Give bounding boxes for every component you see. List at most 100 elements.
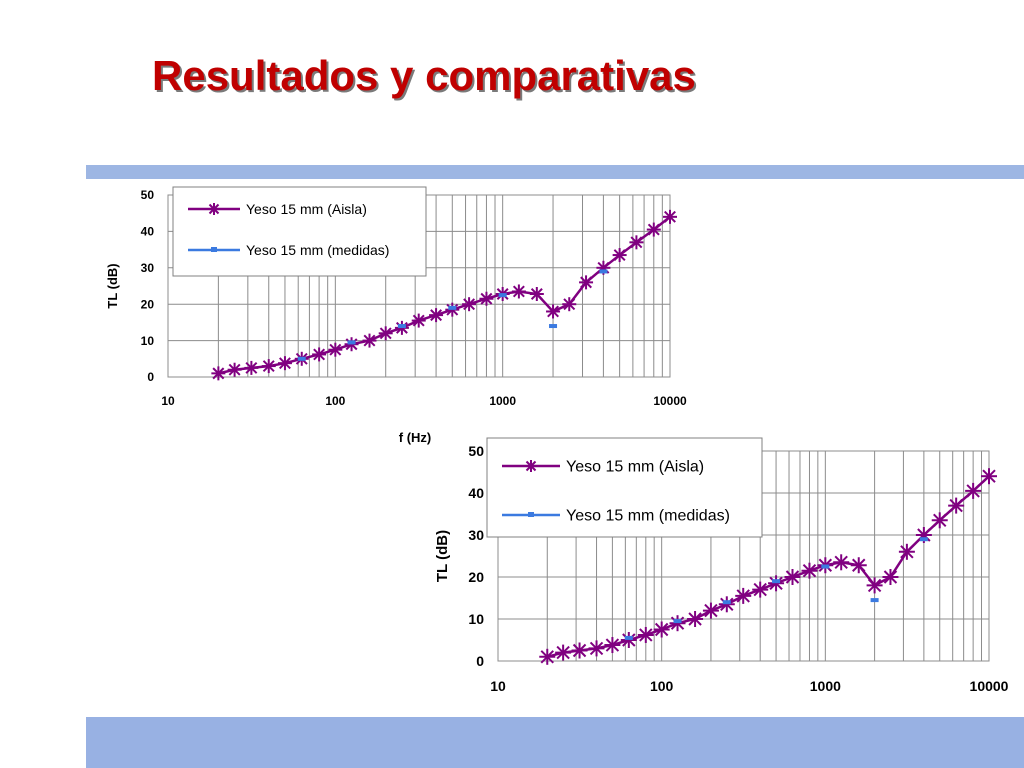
legend-marker-medidas [211,247,217,252]
x-tick-label: 100 [325,394,345,408]
data-point-medidas [599,269,608,274]
data-point-medidas [821,564,830,569]
data-point-aisla [555,644,572,661]
x-tick-label: 10 [161,394,175,408]
data-point-aisla [579,275,594,290]
data-point-medidas [397,324,406,329]
data-point-aisla [663,209,677,224]
data-point-medidas [722,600,731,605]
data-point-medidas [673,619,682,624]
data-point-aisla [588,640,605,657]
data-point-medidas [347,340,356,345]
data-point-aisla [801,562,818,579]
data-point-aisla [637,626,654,643]
data-point-medidas [870,598,879,603]
legend-marker-medidas [528,512,534,517]
data-point-aisla [629,235,644,250]
data-point-aisla [328,342,343,357]
data-point-aisla [948,497,965,514]
y-tick-label: 30 [468,527,484,543]
data-point-aisla [261,359,276,374]
x-tick-label: 1000 [810,678,841,694]
legend-label-medidas: Yeso 15 mm (medidas) [246,242,389,258]
y-tick-label: 10 [141,334,155,348]
data-point-medidas [498,293,507,298]
y-tick-label: 0 [476,653,484,669]
x-tick-label: 10000 [653,394,687,408]
y-tick-label: 20 [141,297,155,311]
legend-label-aisla: Yeso 15 mm (Aisla) [566,459,704,476]
data-point-aisla [882,569,899,585]
data-point-aisla [244,360,259,375]
data-point-medidas [448,305,457,310]
tl-chart-top: 0 10 20 30 40 50 10 100 1000 10000 f (Hz) TL (dB) Ye… [105,186,687,445]
x-tick-label: 10000 [970,678,1009,694]
x-tick-label: 10 [490,678,506,694]
data-point-aisla [620,632,637,648]
series-line-aisla [218,215,671,375]
data-point-aisla [981,468,997,485]
y-tick-label: 10 [468,611,484,627]
legend-box [172,186,427,277]
data-point-aisla [612,248,627,263]
data-point-aisla [931,512,948,529]
x-tick-label: 100 [650,678,674,694]
data-point-aisla [752,581,769,598]
data-point-aisla [653,621,670,638]
legend-marker-aisla [208,203,220,215]
x-axis-label: f (Hz) [399,430,432,445]
data-point-medidas [297,356,306,361]
legend-marker-aisla [525,460,537,472]
data-point-aisla [768,575,785,592]
data-point-aisla [546,304,561,319]
x-tick-label: 1000 [489,394,516,408]
data-point-medidas [549,324,558,329]
data-point-aisla [669,615,686,632]
data-point-medidas [772,579,781,584]
legend-box [486,437,763,538]
legend-label-aisla: Yeso 15 mm (Aisla) [246,201,367,217]
data-point-aisla [898,543,915,560]
data-point-aisla [571,642,588,659]
data-point-aisla [529,287,544,302]
data-point-aisla [562,297,577,312]
data-point-medidas [624,635,633,640]
y-tick-label: 30 [141,261,155,275]
data-point-aisla [646,222,661,237]
data-point-aisla [833,554,850,571]
data-point-aisla [462,297,477,312]
data-point-aisla [784,569,801,585]
data-point-aisla [362,333,377,348]
data-point-aisla [604,637,621,654]
y-tick-label: 20 [468,569,484,585]
y-tick-label: 40 [468,485,484,501]
y-tick-label: 40 [141,225,155,239]
y-axis-label: TL (dB) [105,263,120,308]
data-point-aisla [429,308,444,323]
decorative-band-bottom [86,717,1024,768]
data-point-aisla [687,611,704,627]
data-point-medidas [919,537,928,542]
data-point-aisla [227,362,242,377]
data-point-aisla [411,313,426,328]
data-point-aisla [702,602,719,619]
data-point-aisla [378,326,393,341]
y-tick-label: 50 [141,188,155,202]
legend-label-medidas: Yeso 15 mm (medidas) [566,508,730,525]
data-point-aisla [539,648,556,665]
y-axis-label: TL (dB) [434,530,451,582]
data-point-aisla [735,587,752,604]
data-point-aisla [511,284,526,299]
decorative-band-top [86,165,1024,179]
data-point-aisla [965,482,982,499]
slide-title: Resultados y comparativas [152,52,696,99]
data-point-aisla [312,347,327,362]
data-point-aisla [211,366,226,381]
series-line-aisla [546,475,990,659]
data-point-aisla [866,577,883,594]
data-point-aisla [479,291,494,306]
data-point-aisla [850,557,867,574]
y-tick-label: 50 [468,443,484,459]
y-tick-label: 0 [147,370,154,384]
